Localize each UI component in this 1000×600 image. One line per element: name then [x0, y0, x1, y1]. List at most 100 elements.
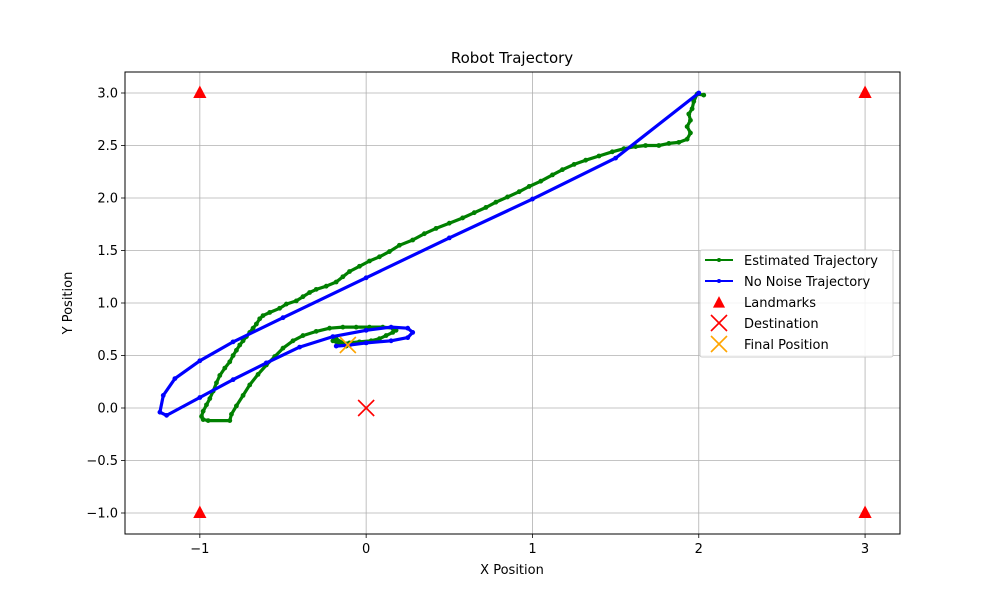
x-tick-label: 1	[528, 542, 536, 557]
legend-no-noise-trajectory-dot	[717, 279, 721, 283]
destination-marker	[357, 399, 375, 417]
estimated-trajectory-point	[686, 111, 692, 117]
legend-final-position-swatch	[710, 335, 728, 353]
estimated-trajectory-point	[357, 263, 362, 269]
estimated-trajectory-point	[609, 149, 615, 155]
x-tick-label: 3	[861, 542, 869, 557]
no-noise-trajectory-point	[530, 196, 535, 202]
no-noise-trajectory-point	[363, 327, 369, 333]
estimated-trajectory-point	[229, 411, 234, 417]
axis-ticks: −1 0 1 2 3 −1.0 −0.5 0.0 0.5 1.0 1.5 2.0 2.5 3.0	[86, 87, 869, 558]
estimated-trajectory-point	[387, 249, 392, 254]
estimated-trajectory-point	[656, 143, 662, 148]
estimated-trajectory-point	[559, 167, 565, 173]
estimated-trajectory-point	[688, 130, 693, 136]
legend-destination-label: Destination	[744, 317, 819, 332]
estimated-trajectory-point	[421, 231, 427, 237]
y-tick-label: 1.5	[97, 244, 118, 259]
estimated-trajectory-point	[353, 324, 359, 330]
estimated-trajectory-point	[397, 242, 402, 248]
estimated-trajectory-point	[234, 347, 239, 353]
estimated-trajectory-point	[214, 380, 219, 386]
estimated-trajectory-point	[290, 338, 296, 344]
estimated-trajectory-point	[240, 393, 246, 398]
estimated-trajectory-point	[367, 258, 372, 264]
x-tick-label: −1	[190, 542, 209, 557]
estimated-trajectory-point	[257, 316, 263, 322]
estimated-trajectory-point	[460, 215, 466, 221]
y-tick-label: 2.5	[97, 139, 118, 154]
estimated-trajectory-point	[410, 237, 416, 243]
estimated-trajectory-point	[676, 139, 682, 145]
y-tick-label: 3.0	[97, 87, 118, 102]
estimated-trajectory-point	[701, 92, 707, 98]
no-noise-trajectory-point	[410, 330, 416, 335]
estimated-trajectory-point	[227, 359, 233, 365]
no-noise-trajectory-point	[263, 360, 269, 366]
no-noise-trajectory-point	[363, 340, 369, 346]
estimated-trajectory-point	[377, 254, 382, 260]
estimated-trajectory-point	[516, 189, 522, 195]
legend-estimated-trajectory-dot	[717, 258, 721, 262]
estimated-trajectory-point	[571, 162, 577, 167]
estimated-trajectory-point	[666, 141, 672, 146]
legend: Estimated Trajectory No Noise Trajectory L…	[699, 249, 894, 358]
estimated-trajectory-point	[377, 336, 382, 342]
estimated-trajectory-point	[643, 143, 648, 148]
estimated-trajectory-point	[333, 279, 339, 285]
estimated-trajectory-point	[583, 157, 589, 163]
no-noise-trajectory-point	[197, 358, 203, 364]
y-tick-label: 0.0	[97, 402, 118, 417]
estimated-trajectory-point	[684, 124, 690, 129]
x-axis-label: X Position	[480, 563, 544, 578]
estimated-trajectory-point	[471, 210, 477, 216]
estimated-trajectory-point	[691, 99, 697, 104]
estimated-trajectory-point	[200, 417, 206, 422]
estimated-trajectory-point	[250, 325, 256, 331]
estimated-trajectory-point	[293, 298, 299, 304]
estimated-trajectory-point	[277, 305, 283, 311]
no-noise-trajectory-point	[297, 344, 303, 350]
legend-estimated-trajectory-label: Estimated Trajectory	[744, 254, 878, 269]
final-position-marker-stroke-b	[339, 336, 357, 354]
estimated-trajectory-point	[300, 333, 306, 338]
plot-area	[157, 85, 872, 519]
no-noise-trajectory-point	[405, 335, 411, 341]
estimated-trajectory-point	[200, 408, 206, 414]
estimated-trajectory-point	[538, 178, 544, 184]
estimated-trajectory-point	[260, 313, 266, 318]
no-noise-trajectory-point	[388, 324, 394, 330]
estimated-trajectory-point	[227, 418, 233, 423]
estimated-trajectory-point	[340, 324, 346, 330]
estimated-trajectory-point	[283, 301, 289, 307]
x-tick-label: 2	[695, 542, 703, 557]
legend-no-noise-trajectory-label: No Noise Trajectory	[744, 275, 870, 290]
estimated-trajectory-point	[313, 286, 319, 292]
estimated-trajectory-point	[222, 365, 228, 371]
y-tick-label: −1.0	[86, 507, 118, 522]
y-tick-label: 0.5	[97, 349, 118, 364]
estimated-trajectory-point	[483, 205, 489, 210]
estimated-trajectory-point	[688, 117, 693, 123]
destination-marker-stroke-b	[357, 399, 375, 417]
estimated-trajectory-point	[493, 199, 499, 205]
legend-destination-swatch-stroke-b	[710, 314, 728, 332]
estimated-trajectory-point	[526, 184, 532, 189]
legend-final-position-label: Final Position	[744, 338, 829, 353]
estimated-trajectory-point	[253, 321, 259, 327]
no-noise-trajectory-point	[405, 325, 411, 331]
no-noise-trajectory-point	[160, 393, 166, 398]
no-noise-trajectory-point	[230, 377, 236, 383]
estimated-trajectory-point	[433, 226, 439, 231]
y-tick-label: −0.5	[86, 454, 118, 469]
estimated-trajectory-point	[596, 153, 602, 159]
no-noise-trajectory-point	[157, 409, 163, 415]
estimated-trajectory-point	[505, 194, 510, 200]
estimated-trajectory-point	[280, 345, 286, 351]
estimated-trajectory-point	[217, 373, 223, 378]
estimated-trajectory-point	[267, 310, 273, 315]
estimated-trajectory-point	[237, 342, 243, 348]
landmark-marker	[858, 85, 872, 99]
estimated-trajectory-point	[204, 402, 209, 408]
landmark-marker	[193, 85, 207, 99]
